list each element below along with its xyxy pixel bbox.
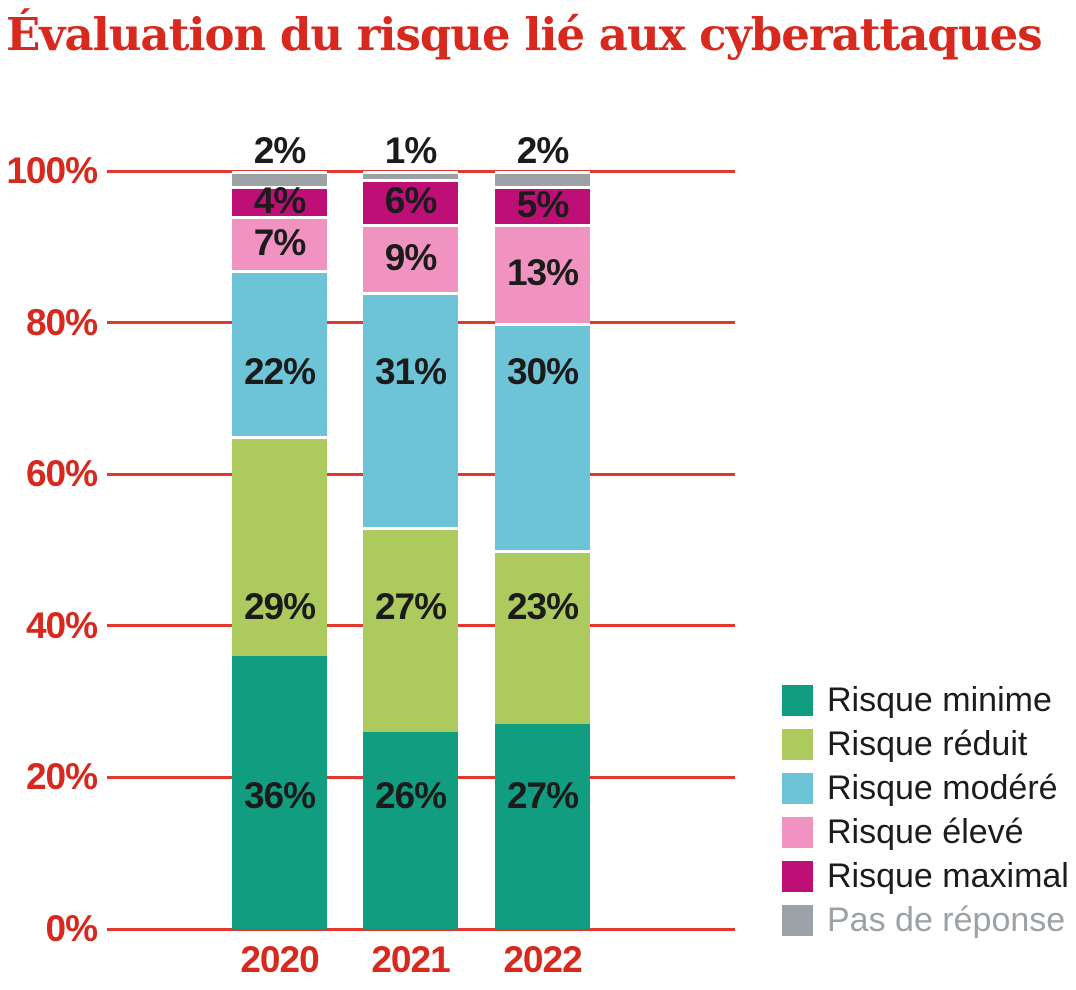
bar-segment-2022 <box>495 322 590 550</box>
bar-value-label: 22% <box>243 350 316 392</box>
y-axis-tick-40%: 40% <box>25 604 98 646</box>
gridline-0% <box>107 927 735 931</box>
bar-segment-2021 <box>363 527 458 732</box>
bar-value-label: 7% <box>253 222 306 263</box>
y-axis-tick-60%: 60% <box>25 453 98 495</box>
legend-item: Risque réduit <box>782 725 1069 763</box>
legend-label: Risque élevé <box>827 813 1024 851</box>
y-axis-tick-80%: 80% <box>25 301 98 343</box>
chart-title: Évaluation du risque lié aux cyberattaqu… <box>6 8 1043 61</box>
bar-value-label: 31% <box>374 350 447 392</box>
legend-label: Risque maximal <box>827 857 1069 895</box>
bar-segment-2020 <box>232 656 327 929</box>
bar-value-label: 36% <box>243 775 316 817</box>
bar-value-label: 27% <box>506 775 579 817</box>
y-axis-tick-100%: 100% <box>6 150 98 191</box>
bar-segment-2020 <box>232 436 327 657</box>
bar-segment-2022 <box>495 724 590 929</box>
bar-value-label: 26% <box>374 775 447 817</box>
y-axis-tick-20%: 20% <box>25 756 98 798</box>
bar-value-label: 6% <box>384 180 437 222</box>
bar-segment-2020 <box>232 269 327 437</box>
legend-item: Risque modéré <box>782 769 1069 807</box>
legend-swatch-icon <box>782 684 813 716</box>
bar-value-label: 29% <box>243 585 316 627</box>
legend-swatch-icon <box>782 728 813 760</box>
bar-segment-2022 <box>495 550 590 725</box>
bar-value-label: 30% <box>506 350 579 392</box>
bar-segment-2020 <box>232 186 327 217</box>
legend-item: Risque minime <box>782 681 1069 719</box>
bar-segment-2021 <box>363 171 458 179</box>
bar-value-label: 13% <box>506 252 579 294</box>
bar-value-label: 4% <box>253 180 306 222</box>
bar-segment-2021 <box>363 178 458 225</box>
legend-swatch-icon <box>782 772 813 804</box>
legend-swatch-icon <box>782 860 813 892</box>
bar-segment-2021 <box>363 731 458 929</box>
bar-value-label: 2% <box>253 130 306 171</box>
y-axis-tick-0%: 0% <box>45 908 98 949</box>
bar-value-label: 1% <box>384 130 437 171</box>
legend: Risque minime Risque réduit Risque modéré R… <box>782 681 1069 948</box>
legend-label: Pas de réponse <box>827 901 1066 939</box>
legend-label: Risque modéré <box>827 769 1058 807</box>
bar-value-label: 23% <box>506 585 579 627</box>
bar-segment-2022 <box>495 186 590 225</box>
bar-value-label: 27% <box>374 585 447 627</box>
bar-segment-2022 <box>495 224 590 323</box>
bar-segment-2021 <box>363 292 458 528</box>
bar-segment-2022 <box>495 171 590 187</box>
bar-value-label: 2% <box>516 130 569 171</box>
x-axis-label-2022: 2022 <box>503 939 582 980</box>
legend-label: Risque réduit <box>827 725 1028 763</box>
bar-segment-2021 <box>363 224 458 293</box>
bar-value-label: 5% <box>516 184 569 226</box>
x-axis-label-2020: 2020 <box>240 939 319 980</box>
x-axis-label-2021: 2021 <box>371 939 450 980</box>
bar-value-label: 9% <box>384 237 437 279</box>
legend-item: Pas de réponse <box>782 901 1069 939</box>
bar-segment-2020 <box>232 216 327 270</box>
bar-segment-2020 <box>232 171 327 187</box>
legend-item: Risque élevé <box>782 813 1069 851</box>
legend-swatch-icon <box>782 904 813 936</box>
legend-label: Risque minime <box>827 681 1052 719</box>
legend-item: Risque maximal <box>782 857 1069 895</box>
legend-swatch-icon <box>782 816 813 848</box>
